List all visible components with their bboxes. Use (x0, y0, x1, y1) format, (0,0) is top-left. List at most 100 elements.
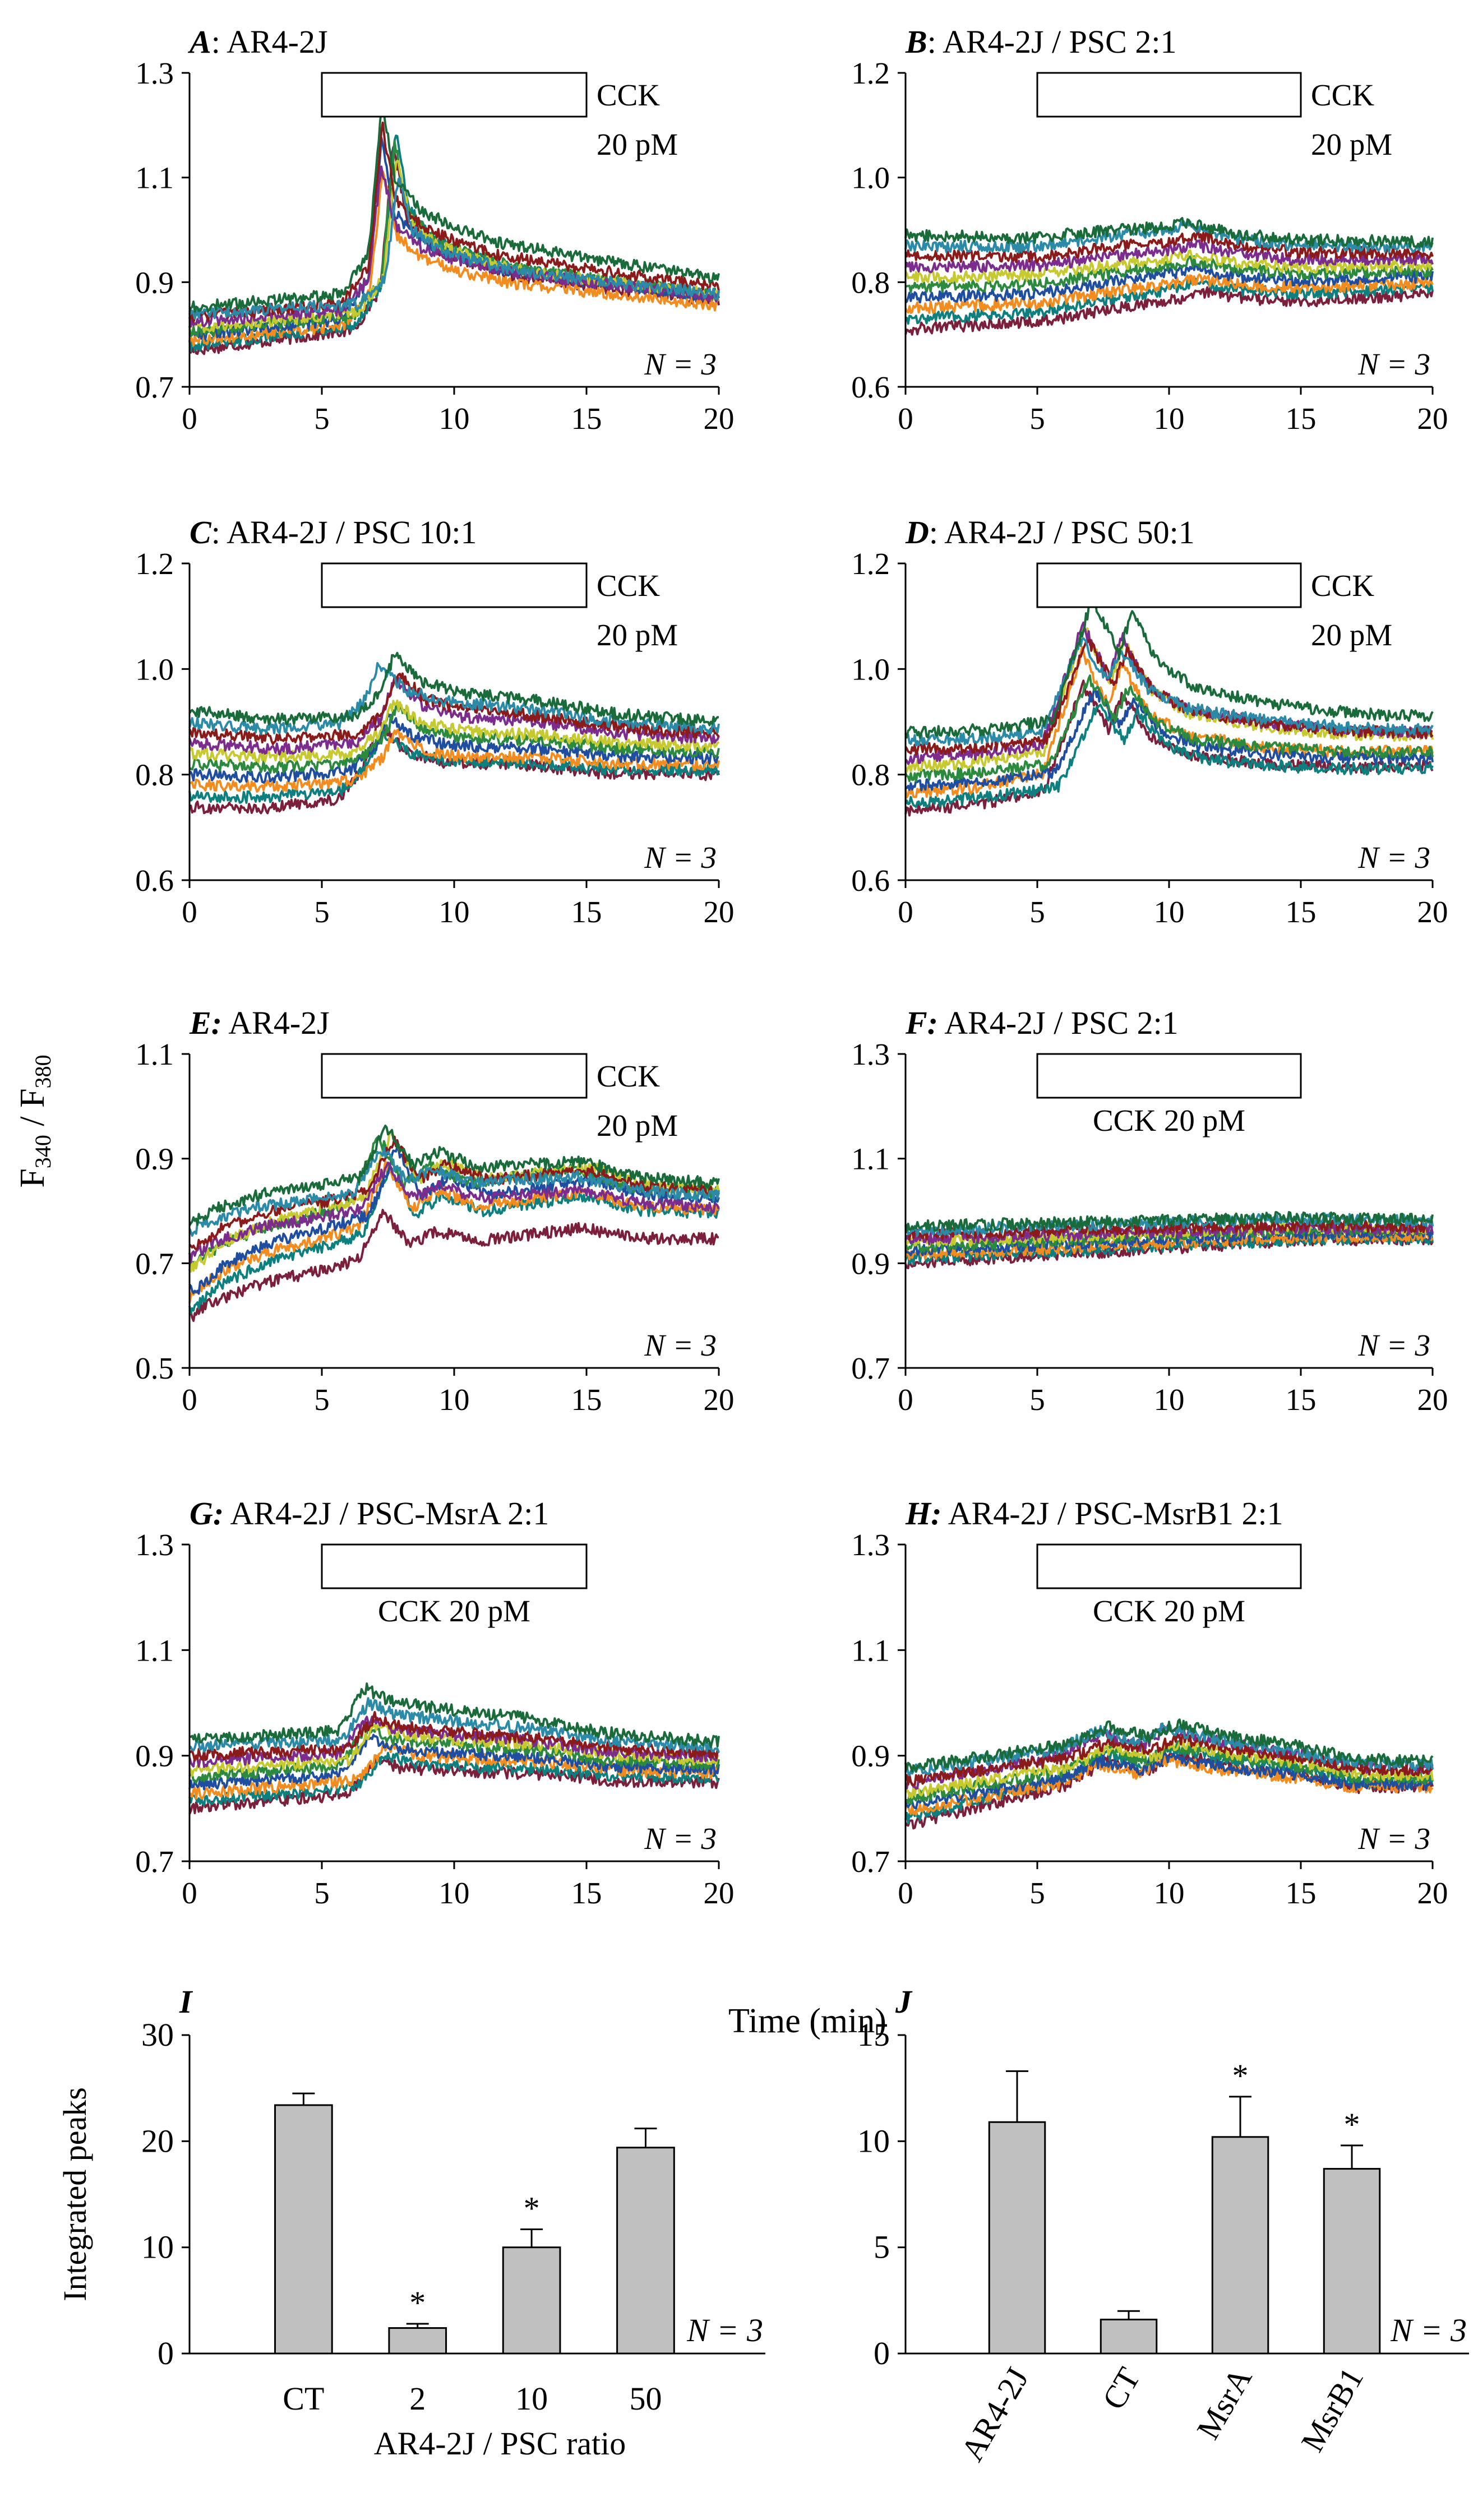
bar (502, 2246, 561, 2355)
shared-x-axis-title: Time (min) (728, 2002, 886, 2040)
y-tick-label: 10 (141, 2229, 174, 2265)
bar (1323, 2168, 1381, 2355)
traces (188, 1125, 720, 1322)
trace-line (904, 1738, 1434, 1799)
trace-line (188, 1724, 720, 1784)
y-tick-label: 10 (857, 2123, 890, 2159)
trace-line (188, 672, 720, 746)
n-label: N = 3 (644, 1328, 717, 1362)
y-tick-label: 1.1 (851, 1142, 890, 1176)
stimulus-label: 20 pM (597, 618, 678, 652)
x-tick-label: 20 (1417, 1876, 1448, 1910)
x-tick-label: 0 (898, 895, 913, 929)
x-tick-label: 15 (1286, 401, 1317, 436)
panel-letter: D (905, 514, 929, 551)
bar (1100, 2318, 1158, 2355)
x-tick-label: 20 (1417, 401, 1448, 436)
y-tick-label: 1.3 (135, 1528, 174, 1562)
y-tick-label: 0.7 (851, 1351, 890, 1385)
y-tick-label: 0.9 (851, 1246, 890, 1280)
trace-line (904, 704, 1434, 808)
stimulus-bar (1036, 72, 1302, 118)
trace-line (189, 728, 720, 793)
y-tick-label: 0 (158, 2335, 174, 2371)
stimulus-label: CCK (597, 78, 660, 112)
significance-star: * (1344, 2106, 1360, 2143)
y-tick-label: 0.8 (851, 758, 890, 792)
panel-letter: H: (905, 1495, 941, 1532)
trace-line (904, 217, 1434, 248)
trace-line (904, 1229, 1434, 1261)
bar (616, 2147, 675, 2355)
y-tick-label: 0.6 (135, 863, 174, 898)
y-tick-label: 0.8 (135, 758, 174, 792)
y-tick-label: 0.9 (851, 1739, 890, 1773)
x-tick-label: 15 (571, 1876, 602, 1910)
panel-title: D: AR4-2J / PSC 50:1 (905, 514, 1195, 551)
panel-I: I 0 10 20 30 CT * 2 * 10 50 Integrated peaks AR4-2J … (57, 1983, 765, 2462)
trace-line (188, 699, 720, 764)
x-tick-label: 10 (439, 1382, 470, 1417)
panel-letter: C (190, 514, 212, 551)
category-label: CT (283, 2380, 324, 2417)
n-label: N = 3 (1357, 1328, 1430, 1362)
panel-title: H: AR4-2J / PSC-MsrB1 2:1 (905, 1495, 1283, 1532)
y-tick-label: 1.1 (851, 1633, 890, 1667)
panel-title: B: AR4-2J / PSC 2:1 (905, 24, 1177, 60)
x-tick-label: 0 (182, 895, 197, 929)
panel-letter: B (905, 24, 927, 60)
trace-line (904, 273, 1434, 314)
n-label: N = 3 (1357, 347, 1430, 381)
x-tick-label: 0 (898, 1876, 913, 1910)
bar (274, 2104, 333, 2355)
x-tick-label: 10 (439, 1876, 470, 1910)
y-axis-label: Integrated peaks (57, 2087, 93, 2301)
panel-D: D: AR4-2J / PSC 50:1 0 5 10 15 20 0.6 0.8 1.0 1.2… (851, 514, 1448, 929)
trace-line (189, 1710, 720, 1762)
trace-line (188, 1146, 720, 1237)
y-tick-label: 0.7 (135, 1844, 174, 1879)
stimulus-bar (321, 562, 588, 608)
panel-title-text: AR4-2J / PSC-MsrA 2:1 (224, 1495, 549, 1532)
x-tick-label: 20 (1417, 895, 1448, 929)
significance-star: * (409, 2285, 426, 2321)
panel-B: B: AR4-2J / PSC 2:1 0 5 10 15 20 0.6 0.8 1.0 1.2 C… (851, 24, 1448, 436)
x-tick-label: 0 (182, 1876, 197, 1910)
stimulus-label: CCK 20 pM (378, 1594, 530, 1628)
panel-title: A: AR4-2J (188, 24, 328, 60)
stimulus-bar (321, 72, 588, 118)
y-tick-label: 1.2 (851, 547, 890, 581)
x-tick-label: 5 (1029, 401, 1045, 436)
stimulus-label: CCK 20 pM (1093, 1103, 1245, 1138)
y-tick-label: 1.2 (851, 56, 890, 90)
trace-line (904, 286, 1434, 336)
trace-line (189, 712, 719, 784)
trace-line (188, 651, 719, 727)
y-tick-label: 1.3 (135, 56, 174, 90)
n-label: N = 3 (644, 1821, 717, 1856)
n-label: N = 3 (686, 2312, 763, 2348)
panel-title-text: : AR4-2J (211, 24, 328, 60)
panel-title-text: AR4-2J (222, 1005, 330, 1041)
panel-H: H: AR4-2J / PSC-MsrB1 2:1 0 5 10 15 20 0.7 0.9 1… (851, 1495, 1448, 1910)
panel-title: C: AR4-2J / PSC 10:1 (190, 514, 477, 551)
x-tick-label: 5 (1029, 1876, 1045, 1910)
trace-line (188, 1209, 719, 1322)
x-tick-label: 10 (1154, 895, 1185, 929)
trace-line (188, 1125, 720, 1226)
y-tick-label: 0 (874, 2335, 890, 2371)
trace-line (904, 262, 1434, 304)
category-label: 10 (515, 2380, 548, 2417)
trace-line (904, 598, 1434, 739)
trace-line (189, 1682, 720, 1749)
y-tick-label: 0.9 (135, 265, 174, 299)
x-tick-label: 5 (1029, 1382, 1045, 1417)
x-tick-label: 15 (571, 895, 602, 929)
bar (988, 2121, 1046, 2355)
y-tick-label: 1.0 (135, 652, 174, 686)
x-axis-label: AR4-2J / PSC ratio (374, 2425, 626, 2462)
n-label: N = 3 (1390, 2312, 1467, 2348)
stimulus-bar (1036, 562, 1302, 608)
panel-E: E: AR4-2J 0 5 10 15 20 0.5 0.7 0.9 1.1 CCK 20 pM N =… (135, 1005, 734, 1417)
